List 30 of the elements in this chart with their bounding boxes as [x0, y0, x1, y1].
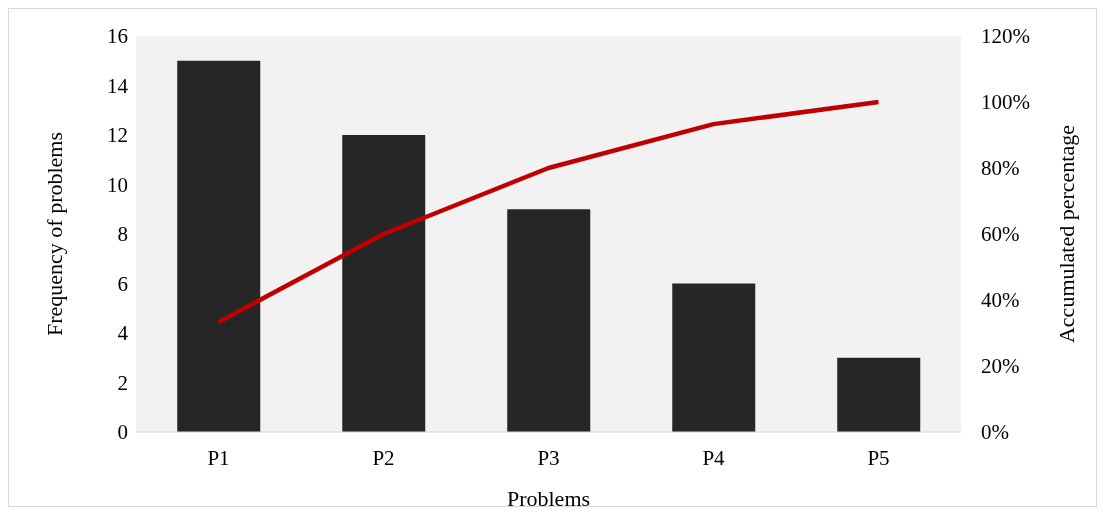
y2-tick-label: 80% — [981, 156, 1020, 181]
y-axis-title: Frequency of problems — [41, 131, 67, 337]
y2-tick-label: 0% — [981, 420, 1009, 445]
bar — [507, 209, 591, 432]
y-tick-label: 2 — [117, 370, 128, 395]
bar — [342, 135, 426, 432]
y-tick-label: 16 — [107, 24, 128, 49]
y-tick-label: 12 — [107, 123, 128, 148]
bar — [672, 283, 756, 432]
y2-tick-label: 100% — [981, 90, 1030, 115]
x-tick-label: P4 — [702, 445, 726, 470]
x-tick-label: P1 — [207, 445, 230, 470]
y-tick-label: 6 — [117, 271, 128, 296]
y2-tick-label: 20% — [981, 354, 1020, 379]
x-axis-title: Problems — [506, 486, 591, 511]
y-tick-label: 0 — [117, 420, 128, 445]
y2-tick-label: 120% — [981, 24, 1030, 49]
x-tick-label: P5 — [867, 445, 890, 470]
y-tick-label: 4 — [117, 321, 129, 346]
y2-tick-label: 40% — [981, 288, 1020, 313]
y-tick-label: 10 — [107, 172, 128, 197]
bar — [177, 60, 261, 432]
x-tick-label: P2 — [372, 445, 395, 470]
y-tick-label: 14 — [107, 73, 129, 98]
y2-tick-label: 60% — [981, 222, 1020, 247]
y-tick-label: 8 — [117, 222, 128, 247]
x-tick-label: P3 — [537, 445, 560, 470]
y2-axis-title: Accumulated percentage — [1053, 124, 1079, 344]
line-series — [216, 99, 881, 325]
bar — [837, 357, 921, 432]
